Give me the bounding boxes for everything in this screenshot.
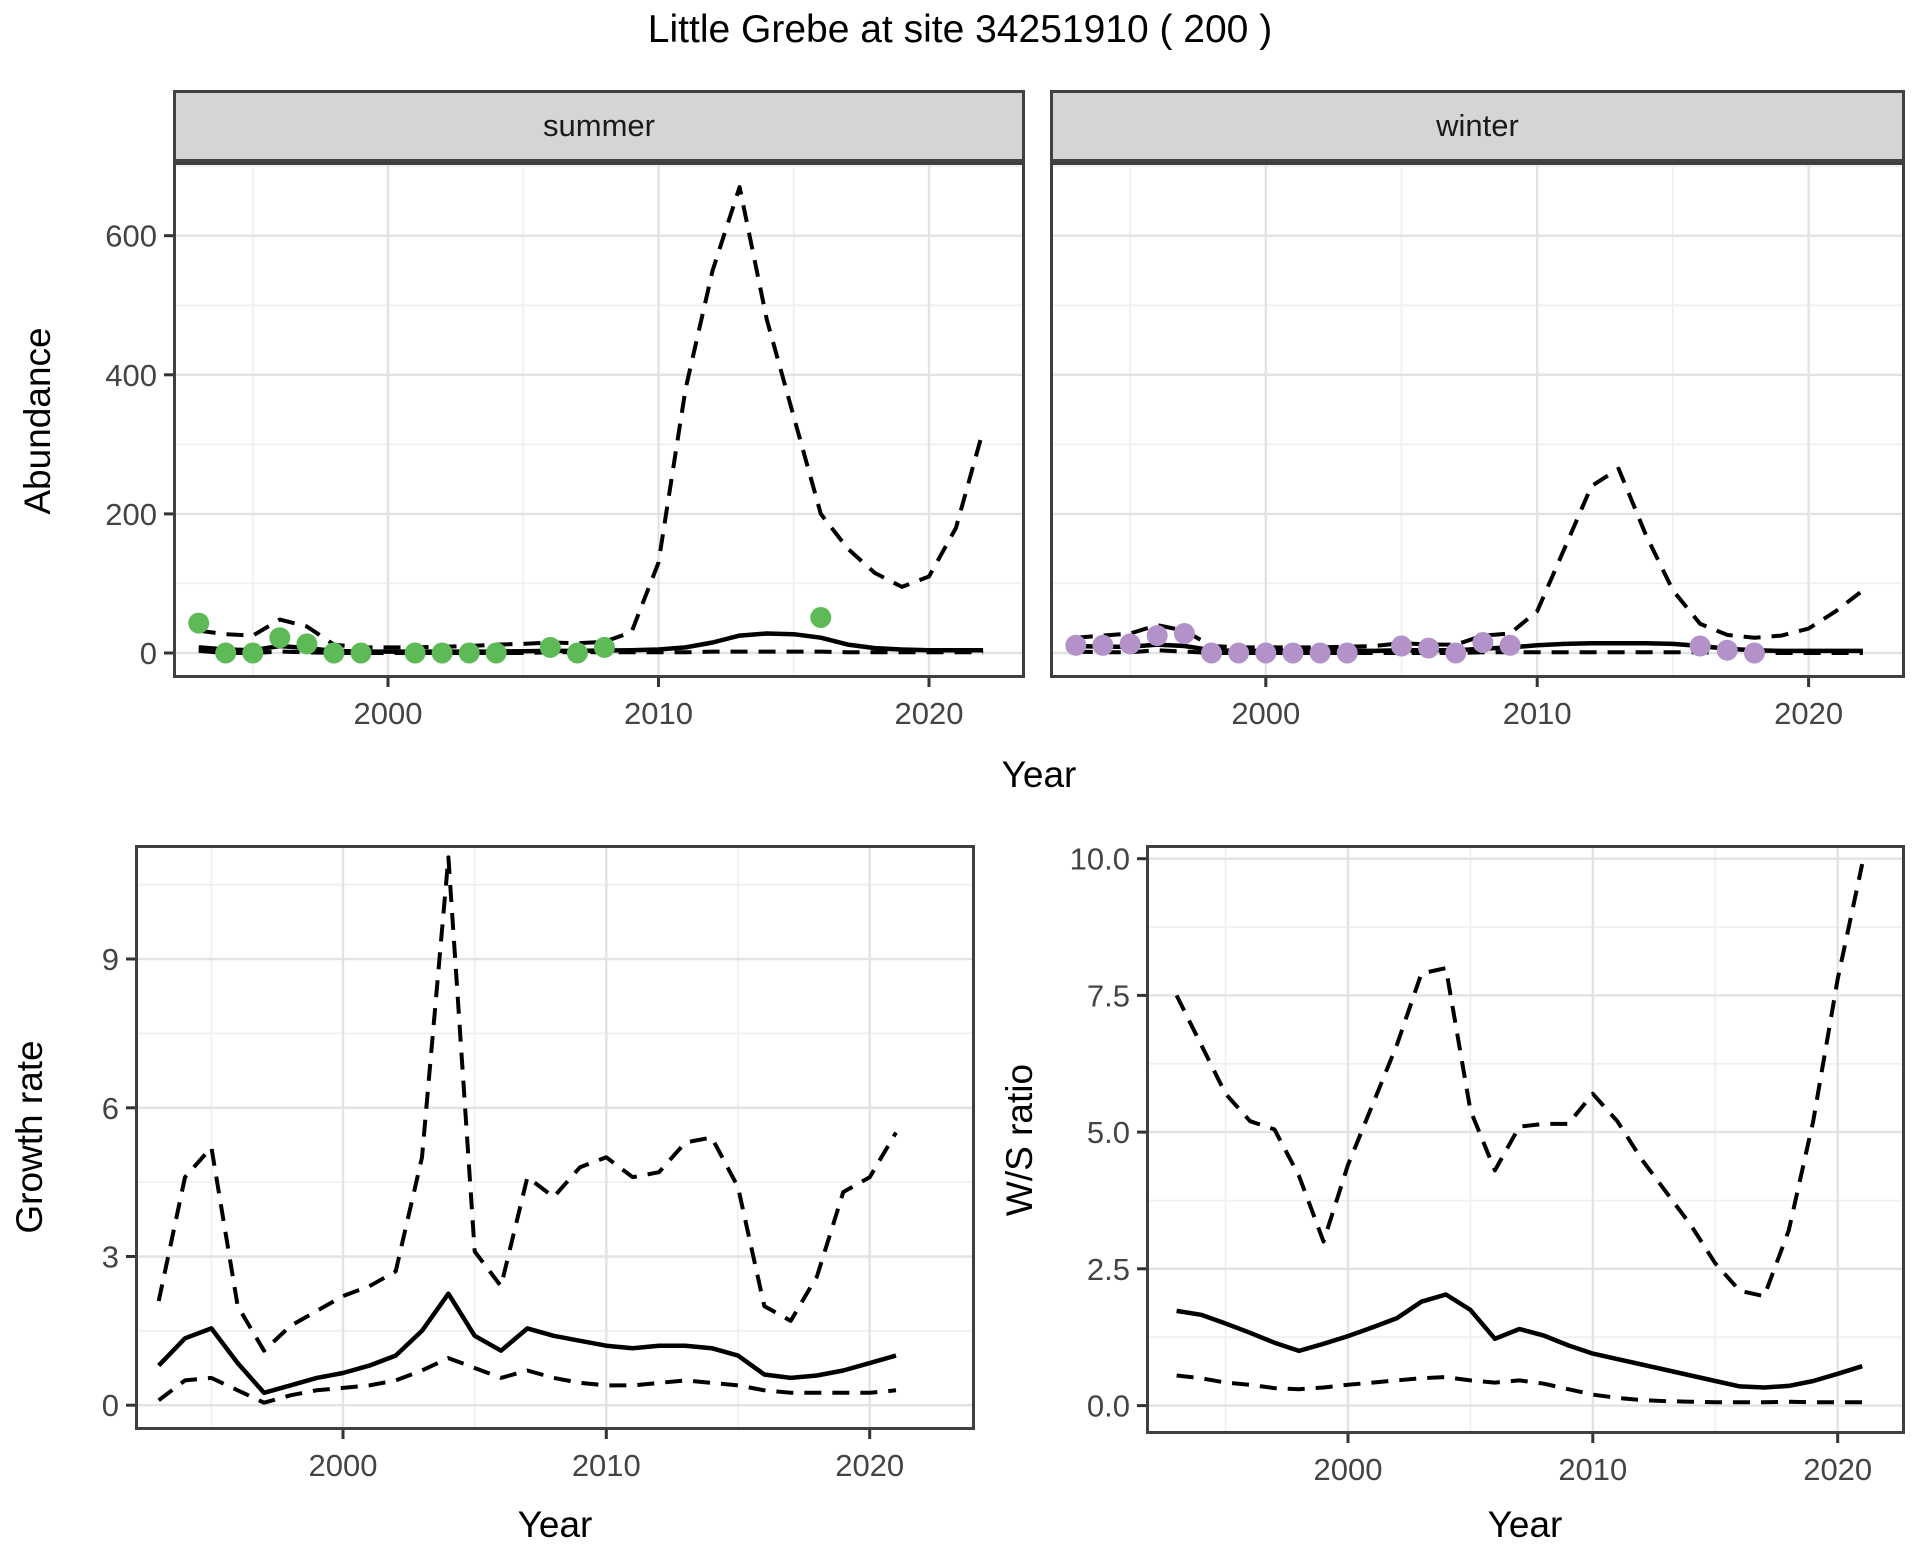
- y-tick-label: 0: [102, 1388, 119, 1423]
- x-tick-label: 2020: [835, 1448, 904, 1483]
- data-point-abundance-winter: [1336, 642, 1358, 664]
- data-point-abundance-summer: [810, 607, 832, 628]
- y-tick-label: 0.0: [1087, 1389, 1130, 1424]
- y-axis-title-abundance: Abundance: [17, 327, 58, 515]
- y-axis-title-growth-rate: Growth rate: [9, 1040, 50, 1234]
- data-point-abundance-winter: [1472, 632, 1494, 653]
- data-point-abundance-summer: [404, 642, 426, 664]
- data-point-abundance-winter: [1173, 623, 1195, 644]
- y-tick-label: 5.0: [1087, 1115, 1130, 1150]
- data-point-abundance-summer: [431, 642, 453, 664]
- data-point-abundance-winter: [1119, 633, 1141, 655]
- data-point-abundance-summer: [269, 627, 291, 649]
- panel-border: [173, 162, 1025, 678]
- series-upper-ci: [1075, 466, 1865, 650]
- y-tick-label: 400: [105, 358, 157, 393]
- series-upper-ci: [1174, 863, 1865, 1299]
- data-point-abundance-winter: [1146, 625, 1168, 647]
- facet-label-summer: summer: [543, 108, 655, 143]
- facet-strip-summer: summer: [173, 90, 1025, 162]
- data-point-abundance-summer: [485, 642, 507, 664]
- data-point-abundance-summer: [539, 636, 561, 658]
- y-tick-label: 6: [102, 1091, 119, 1126]
- y-tick-label: 600: [105, 219, 157, 254]
- facet-label-winter: winter: [1436, 108, 1519, 143]
- x-tick-label: 2020: [895, 696, 964, 731]
- facet-strip-winter: winter: [1050, 90, 1905, 162]
- data-point-abundance-winter: [1743, 642, 1765, 664]
- y-tick-label: 9: [102, 942, 119, 977]
- x-tick-label: 2000: [354, 696, 423, 731]
- panel-ws-ratio: 2000 2010 2020 0.0 2.5 5.0 7.5 10.0: [1070, 842, 1905, 1487]
- x-tick-label: 2000: [309, 1448, 378, 1483]
- data-point-abundance-winter: [1716, 639, 1738, 661]
- x-tick-label: 2020: [1803, 1452, 1872, 1487]
- series-upper-ci: [198, 185, 986, 650]
- data-point-abundance-winter: [1499, 634, 1521, 656]
- data-point-abundance-winter: [1201, 642, 1222, 664]
- series-median: [1176, 1292, 1863, 1390]
- x-tick-label: 2000: [1231, 696, 1300, 731]
- data-point-abundance-summer: [215, 642, 237, 664]
- data-point-abundance-winter: [1391, 635, 1412, 657]
- data-point-abundance-summer: [566, 642, 588, 664]
- data-point-abundance-winter: [1418, 637, 1440, 659]
- data-point-abundance-winter: [1255, 642, 1277, 664]
- x-tick-label: 2000: [1314, 1452, 1383, 1487]
- series-lower-ci: [1176, 1373, 1863, 1405]
- panel-border: [1050, 162, 1905, 678]
- data-point-abundance-winter: [1689, 635, 1711, 657]
- data-point-abundance-winter: [1228, 642, 1250, 664]
- data-point-abundance-summer: [350, 642, 372, 664]
- panel-border: [135, 845, 975, 1430]
- panel-abundance-winter: 2000 2010 2020: [1050, 162, 1905, 731]
- data-point-abundance-winter: [1445, 642, 1467, 664]
- x-axis-title-year-top: Year: [1001, 754, 1077, 795]
- x-tick-label: 2010: [1503, 696, 1572, 731]
- panel-border: [1146, 845, 1905, 1434]
- series-lower-ci: [157, 1356, 897, 1405]
- chart-title: Little Grebe at site 34251910 ( 200 ): [647, 8, 1273, 51]
- data-point-abundance-winter: [1092, 634, 1114, 656]
- data-point-abundance-winter: [1065, 634, 1087, 656]
- data-point-abundance-summer: [188, 612, 210, 634]
- x-tick-label: 2010: [572, 1448, 641, 1483]
- data-point-abundance-summer: [323, 642, 345, 664]
- y-tick-label: 10.0: [1070, 842, 1130, 877]
- y-tick-label: 0: [140, 636, 157, 671]
- x-tick-label: 2020: [1774, 696, 1843, 731]
- x-tick-label: 2010: [624, 696, 693, 731]
- data-point-abundance-summer: [296, 633, 318, 655]
- x-axis-title-year-ws: Year: [1487, 1504, 1563, 1545]
- y-tick-label: 2.5: [1087, 1252, 1130, 1287]
- x-tick-label: 2010: [1558, 1452, 1627, 1487]
- y-tick-label: 7.5: [1087, 978, 1130, 1013]
- series-median: [157, 1291, 897, 1396]
- y-axis-title-ws-ratio: W/S ratio: [999, 1063, 1040, 1217]
- series-upper-ci: [156, 855, 898, 1353]
- x-axis-title-year-growth: Year: [517, 1504, 593, 1545]
- panel-abundance-summer: 2000 2010 2020 0 200 400 600: [105, 162, 1025, 731]
- data-point-abundance-summer: [458, 642, 480, 664]
- y-tick-label: 200: [105, 497, 157, 532]
- data-point-abundance-summer: [242, 642, 264, 664]
- data-point-abundance-winter: [1282, 642, 1304, 664]
- series-lower-ci: [198, 648, 984, 655]
- y-tick-label: 3: [102, 1240, 119, 1275]
- data-point-abundance-winter: [1309, 642, 1331, 664]
- panel-growth-rate: 2000 2010 2020 0 3 6 9: [102, 845, 975, 1483]
- data-point-abundance-summer: [593, 636, 615, 658]
